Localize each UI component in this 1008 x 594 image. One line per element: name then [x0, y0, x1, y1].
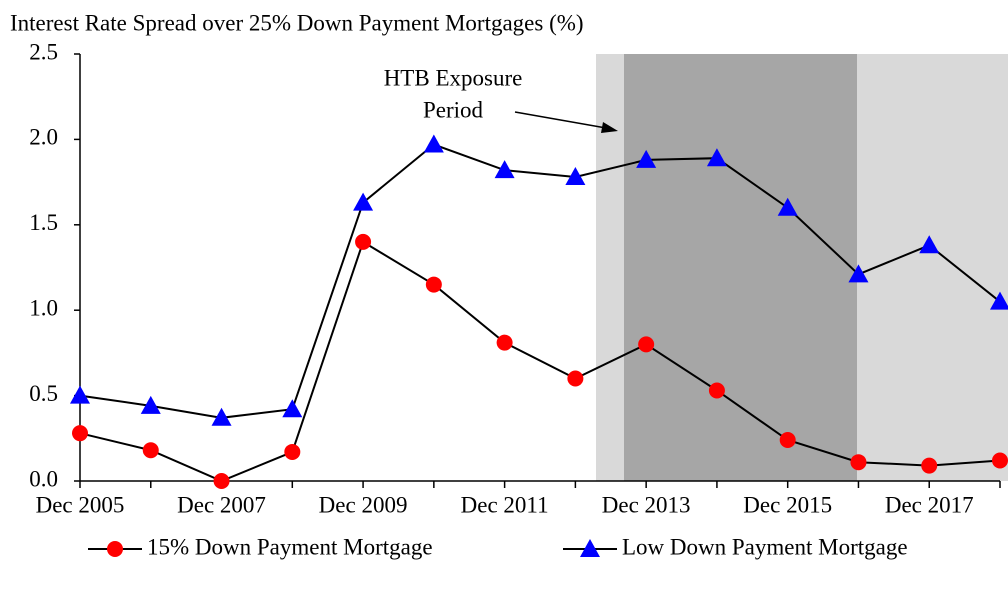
data-point: [282, 399, 303, 418]
annotation-arrow: [514, 111, 607, 129]
data-point: [423, 134, 444, 153]
x-tick-label: Dec 2005: [36, 492, 125, 517]
data-point: [213, 473, 230, 489]
legend-marker: [580, 539, 600, 557]
data-point: [355, 233, 372, 250]
data-point: [353, 192, 374, 211]
legend-label: 15% Down Payment Mortgage: [147, 534, 433, 559]
x-tick-label: Dec 2011: [461, 492, 549, 517]
data-point: [72, 425, 88, 442]
data-point: [70, 385, 90, 404]
x-tick-label: Dec 2017: [885, 492, 974, 517]
y-tick-label: 2.5: [29, 39, 58, 64]
data-point: [992, 452, 1008, 469]
annotation: HTB Exposure: [384, 65, 523, 90]
legend-label: Low Down Payment Mortgage: [622, 534, 908, 559]
x-tick-label: Dec 2009: [319, 492, 408, 517]
series-line: [79, 240, 1001, 483]
annotation: Period: [423, 97, 484, 122]
x-tick-label: Dec 2015: [743, 492, 832, 517]
data-point: [848, 264, 869, 283]
x-tick-label: Dec 2007: [177, 492, 266, 517]
series-line: [79, 143, 1001, 419]
data-point: [919, 235, 940, 254]
y-tick-label: 0.0: [29, 466, 58, 491]
data-point: [636, 149, 657, 168]
data-point: [921, 457, 938, 474]
legend-marker: [107, 541, 123, 557]
data-point: [708, 382, 725, 399]
data-point: [990, 291, 1008, 310]
data-point: [140, 395, 161, 414]
htb-exposure-shade: [624, 54, 857, 481]
y-tick-label: 1.0: [29, 295, 58, 320]
data-point: [284, 443, 301, 460]
data-point: [565, 166, 586, 185]
data-point: [850, 454, 867, 471]
data-point: [425, 276, 442, 293]
data-point: [777, 197, 798, 216]
data-point: [211, 407, 232, 426]
y-tick-label: 1.5: [29, 210, 58, 235]
data-point: [142, 442, 159, 459]
data-point: [567, 370, 584, 387]
data-point: [496, 334, 513, 351]
data-point: [706, 148, 727, 167]
y-tick-label: 2.0: [29, 125, 58, 150]
data-point: [638, 336, 655, 353]
y-tick-label: 0.5: [29, 381, 58, 406]
x-tick-label: Dec 2013: [602, 492, 691, 517]
data-point: [494, 160, 515, 179]
data-point: [779, 432, 796, 449]
chart-title: Interest Rate Spread over 25% Down Payme…: [10, 10, 584, 35]
annotation-arrowhead: [601, 122, 618, 133]
